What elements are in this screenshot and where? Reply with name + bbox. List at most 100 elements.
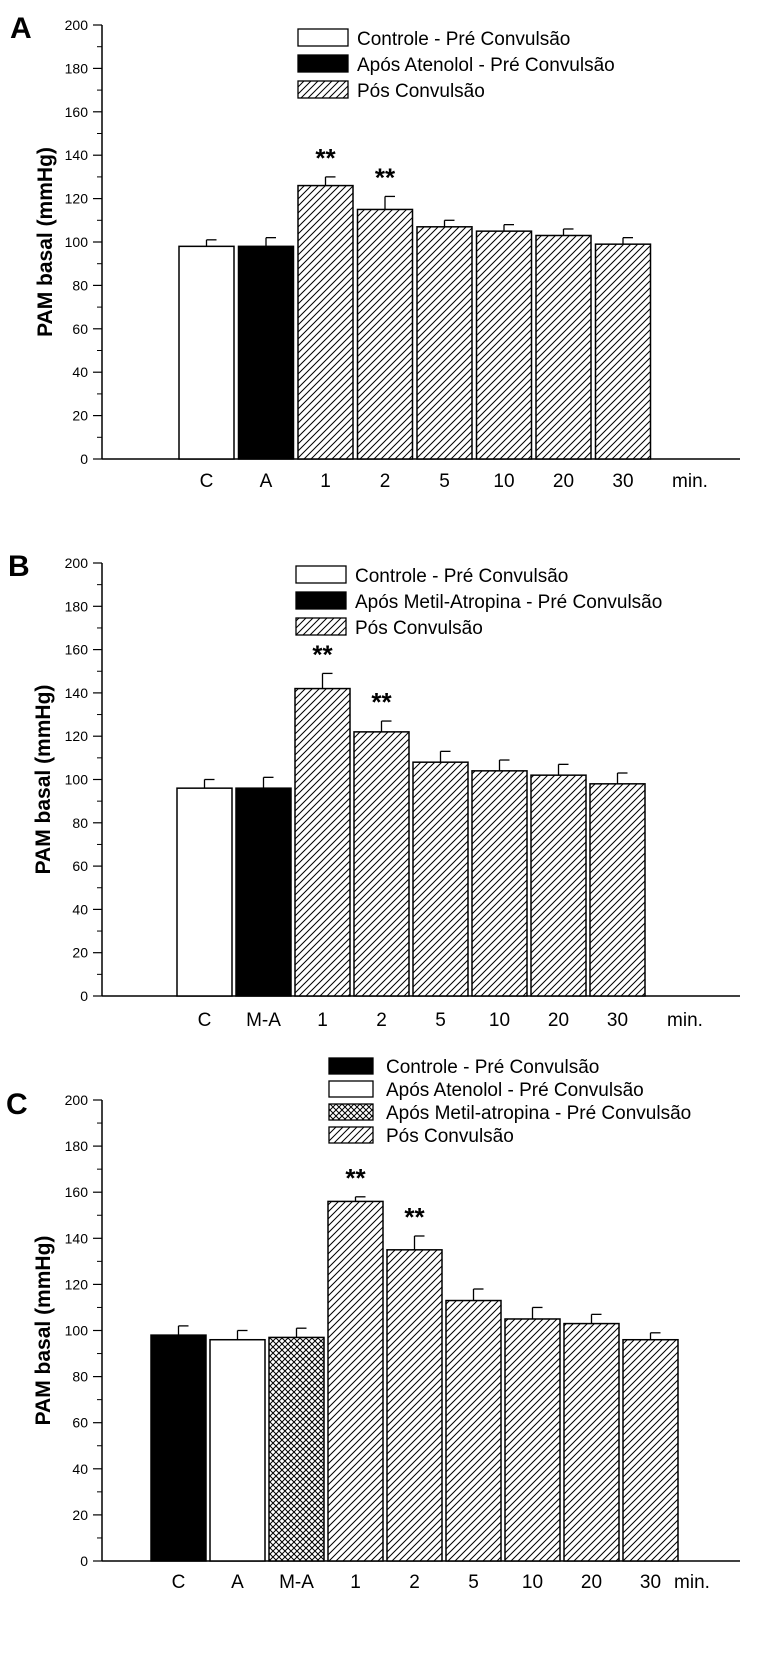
y-tick-label: 40 [72, 1461, 88, 1477]
significance-marker: ** [371, 687, 392, 717]
legend: Controle - Pré Convulsão Após Metil-Atrop… [295, 565, 662, 639]
y-tick-label: 40 [72, 901, 88, 917]
y-tick-label: 100 [65, 772, 89, 788]
x-unit-label: min. [667, 1010, 703, 1031]
bar [504, 1318, 561, 1562]
significance-marker: ** [315, 143, 336, 173]
x-tick-label: 2 [380, 471, 391, 492]
y-tick-label: 0 [80, 988, 88, 1004]
significance-marker: ** [345, 1163, 366, 1193]
y-tick-label: 20 [72, 408, 88, 424]
y-tick-label: 60 [72, 1415, 88, 1431]
legend-swatch [328, 1057, 374, 1075]
legend-entry-label: Controle - Pré Convulsão [357, 29, 570, 50]
y-tick-label: 160 [65, 642, 89, 658]
bar [294, 687, 351, 997]
x-tick-label: 5 [439, 471, 450, 492]
legend-entry-label: Após Atenolol - Pré Convulsão [357, 55, 615, 76]
x-tick-label: M-A [279, 1572, 314, 1593]
bar [386, 1249, 443, 1562]
legend-entry-label: Pós Convulsão [357, 81, 485, 102]
significance-marker: ** [375, 162, 396, 192]
bar [563, 1322, 620, 1562]
bar [535, 234, 592, 460]
x-tick-label: 2 [376, 1010, 387, 1031]
legend-swatch [328, 1103, 374, 1121]
y-tick-label: 200 [65, 17, 89, 33]
legend-entry-label: Pós Convulsão [355, 618, 483, 639]
legend-entry-label: Após Atenolol - Pré Convulsão [386, 1080, 644, 1101]
y-tick-label: 180 [65, 1138, 89, 1154]
x-unit-label: min. [674, 1572, 710, 1593]
y-tick-label: 0 [80, 451, 88, 467]
legend-entry-label: Após Metil-Atropina - Pré Convulsão [355, 592, 662, 613]
bar [622, 1338, 679, 1562]
x-tick-label: 20 [581, 1572, 602, 1593]
x-tick-label: 20 [548, 1010, 569, 1031]
legend-swatch [297, 28, 349, 47]
y-tick-label: 160 [65, 104, 89, 120]
y-tick-label: 100 [65, 234, 89, 250]
panel-letter: A [10, 12, 32, 45]
bar [589, 783, 646, 997]
bar [297, 184, 354, 460]
legend-entry-label: Controle - Pré Convulsão [386, 1057, 599, 1078]
x-tick-label: 2 [409, 1572, 420, 1593]
bar [445, 1299, 502, 1562]
legend-entry-label: Pós Convulsão [386, 1126, 514, 1147]
panel-letter: C [6, 1088, 28, 1121]
bar [176, 787, 233, 997]
bar [150, 1334, 207, 1562]
legend-entry-label: Controle - Pré Convulsão [355, 566, 568, 587]
bar [235, 787, 292, 997]
x-tick-label: 20 [553, 471, 574, 492]
bar [471, 770, 528, 997]
x-tick-label: 30 [640, 1572, 661, 1593]
y-tick-label: 40 [72, 364, 88, 380]
legend-swatch [295, 617, 347, 636]
x-tick-label: A [231, 1572, 244, 1593]
y-tick-label: 100 [65, 1323, 89, 1339]
x-tick-label: 30 [607, 1010, 628, 1031]
y-tick-label: 80 [72, 1369, 88, 1385]
y-tick-label: 140 [65, 1230, 89, 1246]
y-tick-label: 80 [72, 277, 88, 293]
x-tick-label: 1 [350, 1572, 361, 1593]
y-tick-label: 200 [65, 555, 89, 571]
y-tick-label: 180 [65, 60, 89, 76]
y-tick-label: 140 [65, 685, 89, 701]
panel-letter: B [8, 550, 30, 583]
legend-swatch [297, 80, 349, 99]
y-tick-label: 120 [65, 191, 89, 207]
bar [475, 230, 533, 460]
bar [237, 245, 295, 460]
bar [178, 245, 235, 460]
x-tick-label: 5 [435, 1010, 446, 1031]
y-tick-label: 0 [80, 1553, 88, 1569]
x-tick-label: C [172, 1572, 186, 1593]
y-tick-label: 140 [65, 147, 89, 163]
bar [209, 1338, 266, 1562]
x-tick-label: 5 [468, 1572, 479, 1593]
y-tick-label: 120 [65, 1276, 89, 1292]
y-tick-label: 20 [72, 945, 88, 961]
x-tick-label: 1 [317, 1010, 328, 1031]
y-tick-label: 60 [72, 321, 88, 337]
x-unit-label: min. [672, 471, 708, 492]
bar [594, 243, 652, 460]
bar [412, 761, 469, 997]
x-tick-label: A [260, 471, 273, 492]
legend-swatch [297, 54, 349, 73]
y-tick-label: 60 [72, 858, 88, 874]
x-tick-label: C [198, 1010, 212, 1031]
y-tick-label: 200 [65, 1092, 89, 1108]
y-tick-label: 120 [65, 728, 89, 744]
bar [353, 731, 410, 997]
x-tick-label: 10 [493, 471, 514, 492]
